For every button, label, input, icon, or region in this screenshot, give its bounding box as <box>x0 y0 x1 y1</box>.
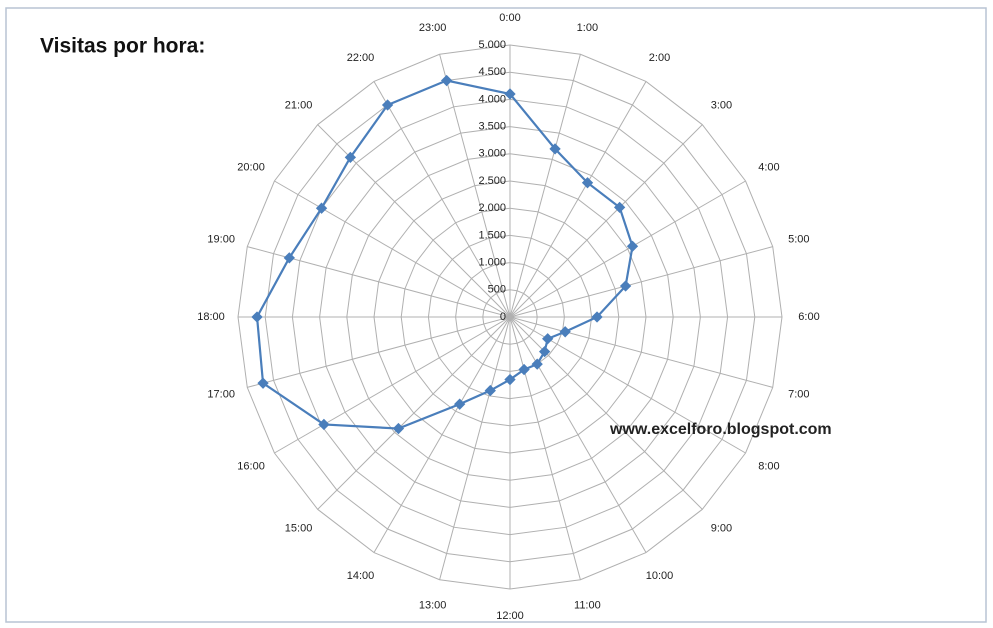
category-label: 5:00 <box>788 234 809 246</box>
spoke <box>274 180 511 318</box>
y-tick-label: 2.500 <box>478 175 506 187</box>
data-point <box>283 252 295 264</box>
data-point <box>559 326 571 338</box>
data-point <box>344 151 357 164</box>
data-point <box>392 422 405 435</box>
data-point <box>518 363 530 376</box>
category-label: 9:00 <box>711 522 732 534</box>
category-label: 21:00 <box>285 99 313 111</box>
spoke <box>274 316 511 454</box>
category-label: 23:00 <box>419 22 447 34</box>
spoke <box>373 316 511 553</box>
spoke <box>439 316 511 580</box>
data-point <box>542 333 554 345</box>
category-label: 18:00 <box>197 311 225 323</box>
category-label: 17:00 <box>207 388 235 400</box>
category-label: 6:00 <box>798 311 819 323</box>
data-point <box>484 384 496 397</box>
data-point <box>315 202 328 214</box>
y-tick-label: 3.500 <box>478 121 506 133</box>
category-label: 16:00 <box>237 460 265 472</box>
category-label: 2:00 <box>649 52 670 64</box>
plot <box>251 74 639 435</box>
category-label: 3:00 <box>711 99 732 111</box>
data-point <box>531 358 543 370</box>
y-tick-label: 500 <box>488 284 506 296</box>
y-tick-label: 1.500 <box>478 229 506 241</box>
spoke <box>509 316 647 553</box>
y-tick-label: 1.000 <box>478 257 506 269</box>
category-label: 14:00 <box>347 570 375 582</box>
y-tick-label: 4.000 <box>478 93 506 105</box>
category-label: 4:00 <box>758 161 779 173</box>
y-tick-label: 3.000 <box>478 148 506 160</box>
spoke <box>373 81 511 318</box>
data-point <box>257 377 269 389</box>
data-point <box>591 311 603 323</box>
category-label: 12:00 <box>496 610 524 622</box>
spoke <box>247 316 511 388</box>
category-label: 1:00 <box>577 22 598 34</box>
y-tick-label: 5.000 <box>478 39 506 51</box>
data-point <box>549 143 561 155</box>
category-label: 11:00 <box>574 600 601 612</box>
category-label: 8:00 <box>758 460 779 472</box>
y-tick-label: 4.500 <box>478 66 506 78</box>
data-point <box>581 177 594 189</box>
data-point <box>318 418 330 431</box>
chart-frame <box>5 7 987 623</box>
category-label: 10:00 <box>646 570 674 582</box>
grid: 0:00 1:00 2:00 3:00 4:00 5:00 6:00 7:00 8:00 9:00… <box>197 12 819 622</box>
spoke <box>317 316 511 510</box>
spoke <box>509 316 581 580</box>
data-point <box>538 345 551 358</box>
spoke <box>509 316 773 388</box>
spoke <box>509 124 703 318</box>
annotation: www.excelforo.blogspot.com <box>609 421 832 438</box>
category-label: 19:00 <box>207 234 235 246</box>
data-point <box>619 280 632 292</box>
y-tick-label: 2.000 <box>478 202 506 214</box>
category-label: 7:00 <box>788 388 809 400</box>
spoke <box>509 180 746 318</box>
category-label: 22:00 <box>347 52 375 64</box>
data-point <box>454 398 466 410</box>
category-label: 0:00 <box>499 12 520 24</box>
chart-title: Visitas por hora: <box>40 35 205 58</box>
category-label: 15:00 <box>285 522 313 534</box>
y-tick-label: 0 <box>500 311 506 323</box>
category-label: 20:00 <box>237 161 265 173</box>
category-label: 13:00 <box>419 600 447 612</box>
spoke <box>509 246 773 318</box>
data-point <box>626 240 639 252</box>
data-point <box>504 373 516 386</box>
spoke <box>439 54 511 318</box>
spoke <box>509 81 647 318</box>
spoke <box>509 54 581 318</box>
data-point <box>613 201 626 214</box>
